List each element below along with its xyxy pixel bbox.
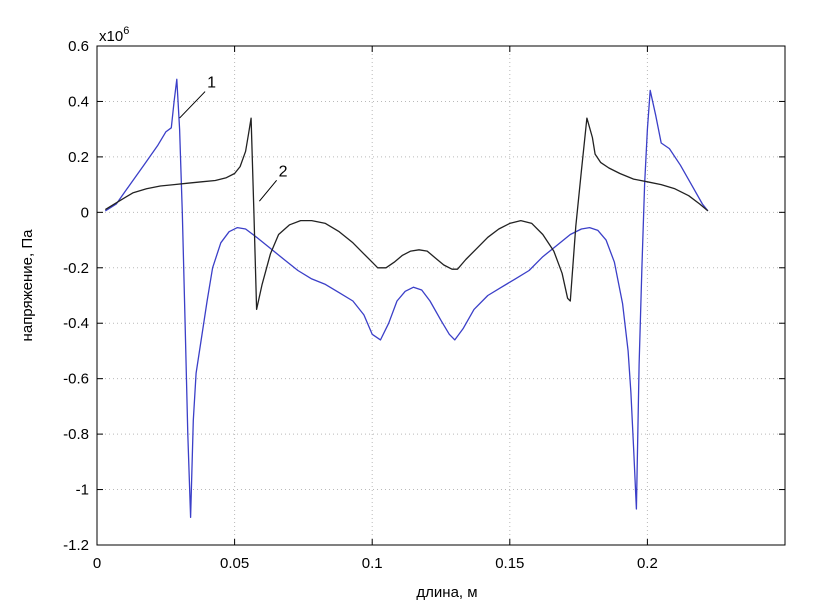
y-tick-label: -0.6 <box>63 371 89 388</box>
y-tick-label: 0.2 <box>68 149 89 166</box>
x-tick-label: 0.1 <box>362 555 383 572</box>
y-axis-title: напряжение, Па <box>19 229 36 342</box>
y-multiplier-base: x10 <box>99 28 123 45</box>
series-line-1 <box>104 78 709 518</box>
grid-lines <box>97 46 785 545</box>
x-axis-title: длина, м <box>416 584 477 601</box>
curve-label-2: 2 <box>279 163 288 180</box>
y-tick-label: -0.2 <box>63 260 89 277</box>
plot-area-frame <box>96 45 786 546</box>
x-tick-label: 0.2 <box>637 555 658 572</box>
series-layer <box>104 78 709 518</box>
y-tick-label: 0 <box>81 204 89 221</box>
y-tick-label: 0.4 <box>68 93 89 110</box>
axis-ticks <box>96 45 785 546</box>
curve-label-leader-2 <box>258 179 278 202</box>
series-line-2 <box>104 117 709 311</box>
curve-label-1: 1 <box>207 75 216 92</box>
y-tick-label: -0.8 <box>63 426 89 443</box>
x-tick-label: 0 <box>93 555 101 572</box>
y-tick-label: -0.4 <box>63 315 89 332</box>
curve-labels: 12 <box>179 75 288 202</box>
curve-label-leader-1 <box>179 91 206 119</box>
x-tick-label: 0.05 <box>220 555 249 572</box>
y-tick-label: 0.6 <box>68 38 89 55</box>
y-tick-label: -1 <box>76 482 89 499</box>
tick-labels: 0 0.05 0.1 0.15 0.2 -1.2 -1 -0.8 -0.6 -0.4 -0.2 0 0.… <box>63 38 658 572</box>
y-axis-multiplier: x106 <box>99 25 129 45</box>
y-multiplier-exponent: 6 <box>123 25 129 37</box>
x-tick-label: 0.15 <box>495 555 524 572</box>
y-tick-label: -1.2 <box>63 537 89 554</box>
